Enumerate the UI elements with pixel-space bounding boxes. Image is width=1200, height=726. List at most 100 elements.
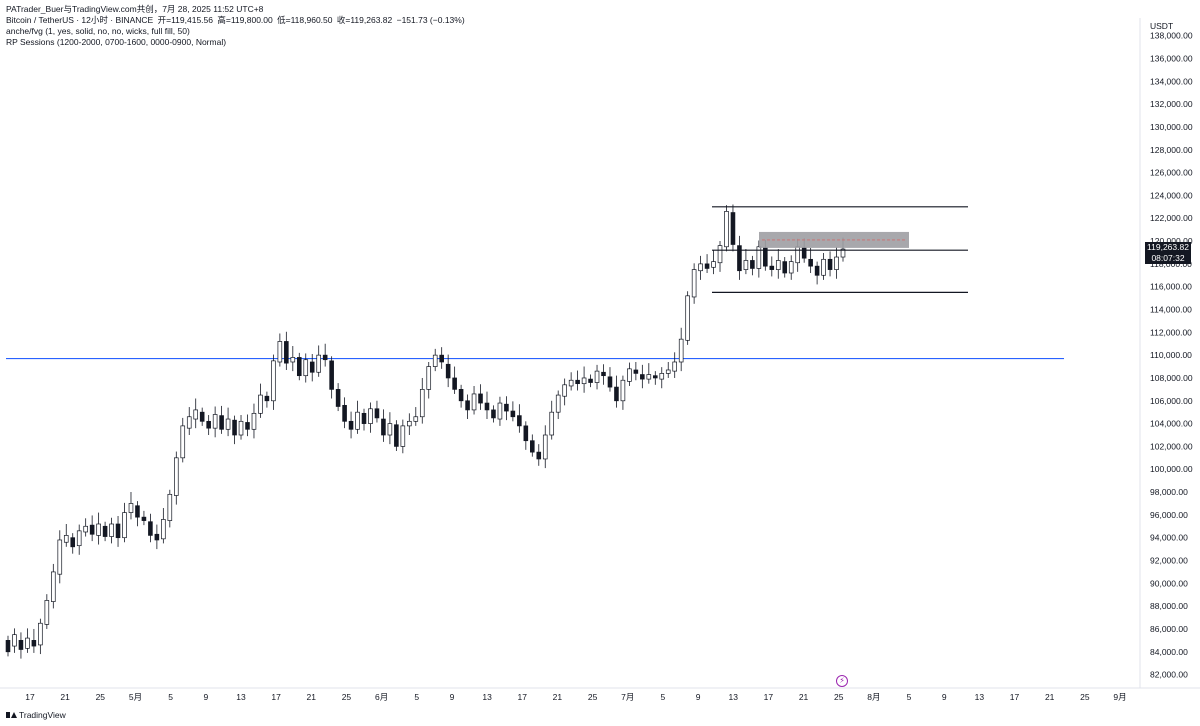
candle-body [96,523,101,536]
candle-body [303,359,309,377]
ohlc-close: 收=119,263.82 [336,15,393,25]
ohlc-open: 开=119,415.56 [157,15,213,25]
y-tick-label: 92,000.00 [1150,556,1188,566]
candle-body [238,420,244,436]
candle-body [517,415,522,427]
candle-body [284,341,289,364]
candle-body [329,360,334,390]
candle-body [122,512,127,539]
candle-body [801,247,807,259]
y-tick-label: 130,000.00 [1150,122,1193,132]
candle-body [109,523,114,537]
x-tick-label: 21 [1045,692,1055,702]
candle-body [562,384,567,397]
candle-body [400,425,406,447]
symbol-name[interactable]: Bitcoin / TetherUS · 12小时 · BINANCE [6,15,154,25]
candle-body [258,394,263,414]
candle-body [419,389,425,418]
candle-body [711,261,716,268]
lightning-event-icon[interactable]: ⚡ [836,675,848,687]
candle-body [691,269,697,298]
y-tick-label: 106,000.00 [1150,396,1193,406]
y-tick-label: 100,000.00 [1150,464,1193,474]
x-tick-label: 17 [518,692,528,702]
candle-body [678,338,684,363]
candle-body [180,425,186,459]
candle-body [426,366,432,390]
y-tick-label: 112,000.00 [1150,327,1192,337]
candle-body [445,363,451,379]
price-axis-unit[interactable]: USDT [1150,21,1174,31]
y-tick-label: 136,000.00 [1150,54,1193,64]
y-tick-label: 134,000.00 [1150,76,1193,86]
y-tick-label: 104,000.00 [1150,419,1193,429]
x-tick-label: 5 [661,692,666,702]
candle-body [834,256,839,270]
candle-body [523,425,529,442]
x-tick-label: 17 [271,692,281,702]
candle-body [659,373,665,380]
y-tick-label: 122,000.00 [1150,213,1193,223]
candle-body [89,524,95,535]
y-tick-label: 84,000.00 [1150,647,1188,657]
candle-body [756,246,762,269]
x-tick-label: 21 [307,692,317,702]
candle-body [601,371,606,377]
candle-body [652,375,658,379]
x-tick-label: 17 [1010,692,1020,702]
candle-body [322,354,328,361]
candle-body [277,341,283,363]
candle-body [212,414,218,429]
candle-body [491,409,496,419]
candle-body [504,403,509,412]
y-tick-label: 116,000.00 [1150,282,1192,292]
indicator-rp-sessions[interactable]: RP Sessions (1200-2000, 0700-1600, 0000-… [6,37,227,47]
candle-body [167,493,173,521]
candle-body [128,503,134,513]
candle-body [646,374,652,380]
x-tick-label: 6月 [375,692,388,702]
candle-body [115,523,121,539]
candle-body [355,411,360,430]
candle-body [588,378,593,383]
candle-body [186,416,192,429]
candle-body [335,389,341,407]
candle-body [51,571,56,602]
ohlc-high: 高=119,800.00 [217,15,273,25]
x-tick-label: 13 [975,692,985,702]
candle-body [57,539,63,575]
candle-body [316,354,321,373]
candle-body [83,525,88,533]
x-tick-label: 17 [764,692,774,702]
candle-body [206,420,211,429]
candle-body [348,420,354,430]
x-tick-label: 25 [1080,692,1090,702]
candle-body [44,600,50,625]
y-tick-label: 114,000.00 [1150,305,1192,315]
candle-body [627,368,632,382]
candle-body [510,410,516,418]
candle-body [821,258,826,276]
candle-body [251,412,257,430]
y-tick-label: 132,000.00 [1150,99,1193,109]
footer-brand: TradingView [19,710,66,720]
candle-body [232,419,237,436]
candle-body [542,434,548,460]
indicator-fvg[interactable]: anche/fvg (1, yes, solid, no, no, wicks,… [6,26,190,36]
candle-body [782,261,788,274]
candle-body [724,211,729,248]
candle-body [717,245,723,264]
x-tick-label: 25 [96,692,106,702]
candle-body [432,354,438,367]
candle-body [70,537,76,548]
ohlc-change: −151.73 (−0.13%) [396,15,465,25]
candle-body [769,265,775,270]
x-tick-label: 9 [942,692,947,702]
candle-body [536,451,542,460]
y-tick-label: 126,000.00 [1150,168,1193,178]
y-tick-label: 90,000.00 [1150,578,1188,588]
candle-body [465,400,470,411]
candle-body [795,246,800,264]
symbol-ohlc-line: Bitcoin / TetherUS · 12小时 · BINANCE 开=11… [6,15,467,26]
